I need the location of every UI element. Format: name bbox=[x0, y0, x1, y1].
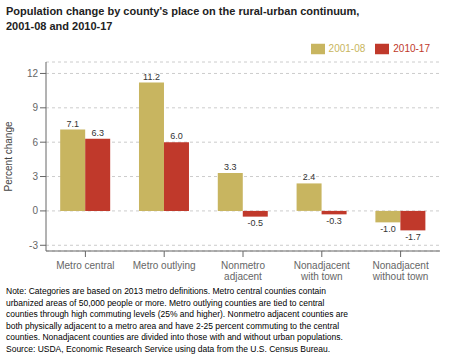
svg-text:Percent change: Percent change bbox=[8, 121, 14, 191]
svg-text:Metro outlying: Metro outlying bbox=[133, 260, 196, 271]
svg-text:11.2: 11.2 bbox=[143, 72, 160, 82]
svg-text:12: 12 bbox=[27, 68, 39, 79]
svg-text:-0.5: -0.5 bbox=[248, 218, 264, 228]
svg-text:-1.0: -1.0 bbox=[380, 224, 396, 234]
html-text:2010-17: 2010-17 bbox=[393, 42, 430, 54]
svg-text:Nonmetroadjacent: Nonmetroadjacent bbox=[221, 260, 265, 282]
svg-text:2.4: 2.4 bbox=[303, 172, 316, 182]
svg-text:6.3: 6.3 bbox=[91, 128, 104, 138]
html-text:Note: Categories are based on: Note: Categories are based on 2013 metro… bbox=[6, 286, 349, 354]
svg-text:9: 9 bbox=[32, 102, 38, 113]
svg-text:Nonadjacentwith town: Nonadjacentwith town bbox=[294, 260, 350, 282]
svg-text:3: 3 bbox=[32, 171, 38, 182]
svg-text:6: 6 bbox=[32, 137, 38, 148]
svg-text:3.3: 3.3 bbox=[224, 162, 237, 172]
html-text:2001-08: 2001-08 bbox=[328, 42, 366, 54]
svg-text:-0.3: -0.3 bbox=[326, 216, 342, 226]
svg-text:-3: -3 bbox=[29, 240, 38, 251]
svg-text:-1.7: -1.7 bbox=[405, 232, 421, 242]
svg-text:Nonadjacentwithout town: Nonadjacentwithout town bbox=[372, 260, 429, 282]
svg-text:0: 0 bbox=[32, 205, 38, 216]
html-text:Population change by county's: Population change by county's place on t… bbox=[6, 5, 360, 32]
svg-text:6.0: 6.0 bbox=[170, 131, 183, 141]
svg-text:7.1: 7.1 bbox=[66, 119, 79, 129]
svg-text:Metro central: Metro central bbox=[56, 260, 114, 271]
